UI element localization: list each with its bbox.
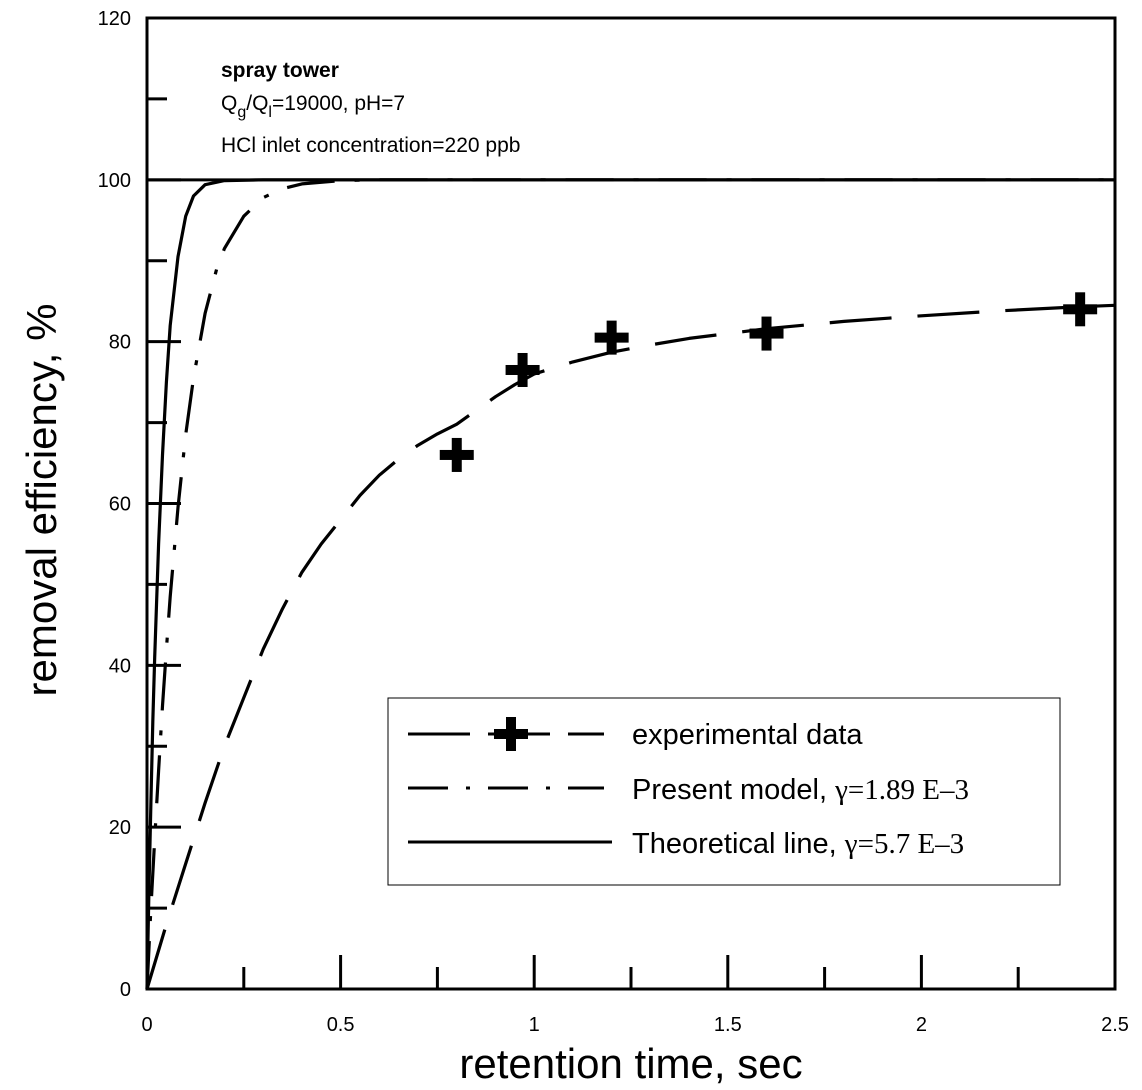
x-axis-title: retention time, sec (459, 1040, 802, 1087)
annotation-q: Q (221, 92, 237, 115)
legend-marker-bar-v (506, 717, 516, 751)
x-tick-label: 0 (141, 1014, 152, 1036)
x-tick-label: 1 (529, 1014, 540, 1036)
legend-label-experimental: experimental data (632, 719, 863, 751)
annotation-ratio-ph: =19000, pH=7 (272, 92, 405, 115)
ticks-layer: 0 0.5 1 1.5 2 2.5 0 20 40 60 80 100 120 (98, 8, 1129, 1036)
annotation-slash-q: /Q (246, 92, 268, 115)
legend-theoretical-gamma: γ=5.7 E–3 (844, 828, 964, 860)
plot-frame (145, 16, 1117, 991)
y-tick-label: 80 (109, 332, 131, 354)
legend-label-theoretical: Theoretical line, γ=5.7 E–3 (632, 828, 964, 860)
y-tick-label: 40 (109, 655, 131, 677)
experimental-fit-line (145, 303, 1116, 990)
legend-theoretical-text: Theoretical line, (632, 828, 845, 860)
experimental-point-marker-v (451, 437, 462, 472)
y-tick-label: 20 (109, 817, 131, 839)
y-axis-title: removal efficiency, % (18, 304, 65, 697)
legend-model-gamma: γ=1.89 E–3 (834, 774, 969, 806)
annotation-sub-l: l (268, 104, 272, 121)
annotation-hcl-concentration: HCl inlet concentration=220 ppb (221, 134, 520, 157)
legend-label-model: Present model, γ=1.89 E–3 (632, 774, 969, 806)
x-tick-label: 0.5 (327, 1014, 355, 1036)
annotation-spray-tower: spray tower (221, 59, 339, 82)
annotation-sub-g: g (237, 104, 246, 121)
x-tick-label: 2.5 (1101, 1014, 1129, 1036)
x-tick-label: 2 (916, 1014, 927, 1036)
legend-model-text: Present model, (632, 774, 835, 806)
plot-layer (145, 178, 1116, 990)
legend-sample-experimental-marker (494, 717, 528, 751)
experimental-point-marker-v (761, 316, 772, 351)
y-tick-label: 120 (98, 8, 131, 30)
y-tick-label: 100 (98, 170, 131, 192)
annotation-flow-ratio: Qg/Ql=19000, pH=7 (221, 92, 405, 121)
experimental-point-marker-v (606, 320, 617, 355)
experimental-point-marker-v (517, 352, 528, 387)
y-tick-label: 0 (120, 979, 131, 1001)
y-tick-label: 60 (109, 494, 131, 516)
experimental-point-marker-v (1075, 292, 1086, 327)
legend: experimental data Present model, γ=1.89 … (387, 697, 1061, 886)
x-tick-label: 1.5 (714, 1014, 742, 1036)
annotation-block: spray tower Qg/Ql=19000, pH=7 HCl inlet … (221, 59, 520, 157)
theoretical-line (145, 178, 1115, 990)
